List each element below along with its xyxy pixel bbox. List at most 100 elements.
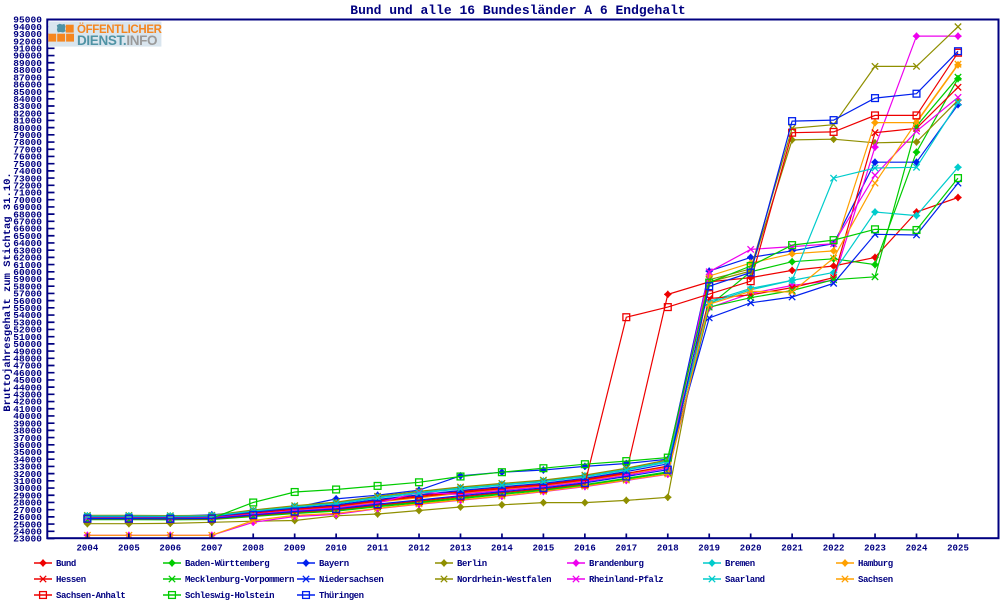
svg-text:86000: 86000 [13,80,42,91]
svg-text:65000: 65000 [13,231,42,242]
svg-text:Nordrhein-Westfalen: Nordrhein-Westfalen [457,575,551,585]
svg-text:83000: 83000 [13,101,42,112]
svg-text:2009: 2009 [284,544,306,554]
svg-text:92000: 92000 [13,36,42,47]
svg-text:2013: 2013 [450,544,472,554]
svg-text:Rheinland-Pfalz: Rheinland-Pfalz [589,575,663,585]
svg-text:Bremen: Bremen [725,559,755,569]
svg-text:23000: 23000 [13,534,42,545]
svg-text:69000: 69000 [13,202,42,213]
svg-text:58000: 58000 [13,281,42,292]
svg-text:2021: 2021 [781,544,803,554]
svg-text:2018: 2018 [657,544,679,554]
svg-text:2004: 2004 [76,544,98,554]
svg-text:2023: 2023 [864,544,886,554]
svg-text:94000: 94000 [13,22,42,33]
svg-text:57000: 57000 [13,289,42,300]
svg-text:52000: 52000 [13,325,42,336]
svg-text:2006: 2006 [159,544,181,554]
svg-text:2011: 2011 [367,544,389,554]
svg-text:Mecklenburg-Vorpommern: Mecklenburg-Vorpommern [185,575,294,585]
svg-text:27000: 27000 [13,505,42,516]
svg-text:91000: 91000 [13,44,42,55]
svg-text:2017: 2017 [615,544,637,554]
svg-text:Hamburg: Hamburg [858,559,893,569]
svg-text:78000: 78000 [13,137,42,148]
svg-text:66000: 66000 [13,224,42,235]
svg-text:68000: 68000 [13,209,42,220]
svg-text:89000: 89000 [13,58,42,69]
svg-text:28000: 28000 [13,498,42,509]
svg-text:93000: 93000 [13,29,42,40]
svg-text:Bund und alle 16 Bundesländer: Bund und alle 16 Bundesländer A 6 Endgeh… [350,3,685,18]
svg-text:25000: 25000 [13,519,42,530]
svg-text:2022: 2022 [823,544,845,554]
svg-text:55000: 55000 [13,303,42,314]
svg-text:Bund: Bund [56,559,76,569]
svg-text:2008: 2008 [242,544,264,554]
svg-text:47000: 47000 [13,361,42,372]
svg-text:56000: 56000 [13,296,42,307]
svg-text:Bayern: Bayern [319,559,349,569]
svg-text:2024: 2024 [906,544,928,554]
svg-text:2019: 2019 [698,544,720,554]
svg-text:81000: 81000 [13,116,42,127]
svg-text:40000: 40000 [13,411,42,422]
svg-text:44000: 44000 [13,382,42,393]
svg-text:33000: 33000 [13,462,42,473]
svg-text:39000: 39000 [13,418,42,429]
svg-text:95000: 95000 [13,15,42,26]
svg-text:53000: 53000 [13,317,42,328]
svg-text:DIENST.INFO: DIENST.INFO [77,33,157,48]
svg-text:32000: 32000 [13,469,42,480]
svg-text:26000: 26000 [13,512,42,523]
svg-text:75000: 75000 [13,159,42,170]
svg-text:2010: 2010 [325,544,347,554]
svg-text:62000: 62000 [13,253,42,264]
svg-text:Schleswig-Holstein: Schleswig-Holstein [185,591,274,600]
svg-text:Baden-Württemberg: Baden-Württemberg [185,559,269,569]
svg-text:61000: 61000 [13,260,42,271]
svg-text:49000: 49000 [13,346,42,357]
svg-text:Niedersachsen: Niedersachsen [319,575,383,585]
svg-text:Thüringen: Thüringen [319,591,364,600]
svg-text:51000: 51000 [13,332,42,343]
svg-text:73000: 73000 [13,173,42,184]
svg-text:90000: 90000 [13,51,42,62]
svg-text:2025: 2025 [947,544,969,554]
svg-text:45000: 45000 [13,375,42,386]
svg-text:Bruttojahresgehalt zum Stichta: Bruttojahresgehalt zum Stichtag 31.10. [2,172,14,411]
svg-text:2007: 2007 [201,544,223,554]
svg-text:2020: 2020 [740,544,762,554]
svg-text:76000: 76000 [13,152,42,163]
svg-text:29000: 29000 [13,490,42,501]
svg-text:50000: 50000 [13,339,42,350]
svg-text:31000: 31000 [13,476,42,487]
svg-text:59000: 59000 [13,274,42,285]
svg-text:Sachsen: Sachsen [858,575,893,585]
svg-text:74000: 74000 [13,166,42,177]
svg-text:42000: 42000 [13,397,42,408]
svg-text:38000: 38000 [13,426,42,437]
svg-text:85000: 85000 [13,87,42,98]
svg-text:80000: 80000 [13,123,42,134]
svg-text:2012: 2012 [408,544,430,554]
svg-text:70000: 70000 [13,195,42,206]
svg-text:2016: 2016 [574,544,596,554]
svg-text:54000: 54000 [13,310,42,321]
svg-text:43000: 43000 [13,390,42,401]
svg-text:82000: 82000 [13,108,42,119]
svg-text:72000: 72000 [13,180,42,191]
svg-text:71000: 71000 [13,188,42,199]
svg-text:2005: 2005 [118,544,140,554]
svg-text:88000: 88000 [13,65,42,76]
svg-text:37000: 37000 [13,433,42,444]
svg-text:46000: 46000 [13,368,42,379]
svg-text:34000: 34000 [13,454,42,465]
svg-text:30000: 30000 [13,483,42,494]
svg-text:2014: 2014 [491,544,513,554]
svg-text:2015: 2015 [532,544,554,554]
svg-text:60000: 60000 [13,267,42,278]
svg-text:Hessen: Hessen [56,575,86,585]
svg-text:Brandenburg: Brandenburg [589,559,644,569]
